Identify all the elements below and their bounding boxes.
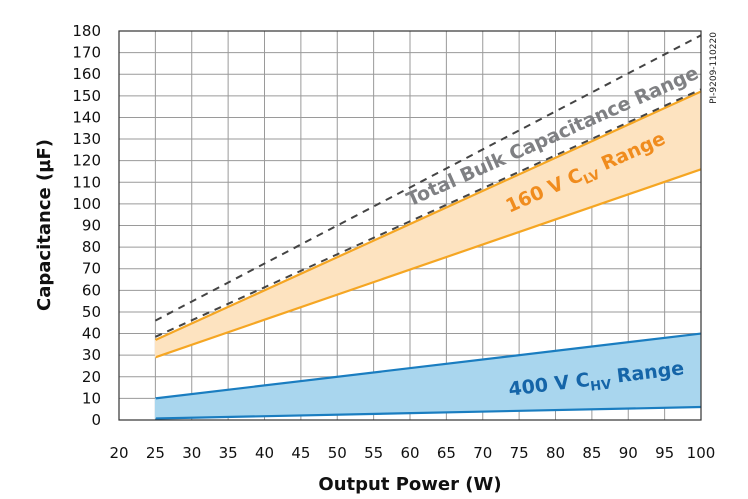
x-tick-label: 95 xyxy=(655,444,674,462)
bands xyxy=(154,90,702,420)
x-tick-label: 45 xyxy=(291,444,310,462)
y-tick-label: 180 xyxy=(72,22,101,40)
band-upper-line-lv xyxy=(154,90,702,342)
band-fill-hv xyxy=(155,333,701,419)
y-axis-title: Capacitance (µF) xyxy=(34,139,55,311)
x-tick-label: 80 xyxy=(546,444,565,462)
y-tick-label: 100 xyxy=(72,195,101,213)
y-tick-label: 50 xyxy=(82,303,101,321)
band-lower-line-lv xyxy=(155,168,702,359)
x-tick-label: 90 xyxy=(619,444,638,462)
dashed-lines xyxy=(154,34,702,338)
y-tick-label: 0 xyxy=(91,411,101,429)
plot-frame xyxy=(118,30,702,421)
x-tick-label: 75 xyxy=(510,444,529,462)
x-axis-title: Output Power (W) xyxy=(318,474,501,495)
y-tick-label: 40 xyxy=(82,325,101,343)
x-tick-label: 60 xyxy=(400,444,419,462)
band-fill-lv xyxy=(155,91,701,358)
y-tick-label: 60 xyxy=(82,281,101,299)
frame-border xyxy=(118,30,702,421)
side-id-label: PI-9209-110220 xyxy=(709,32,719,104)
x-tick-label: 65 xyxy=(437,444,456,462)
y-tick-label: 170 xyxy=(72,44,101,62)
y-tick-label: 70 xyxy=(82,260,101,278)
y-tick-label: 80 xyxy=(82,238,101,256)
x-tick-label: 20 xyxy=(109,444,128,462)
tick-labels: 20 25 30 35 40 45 50 55 60 65 70 75 80 85 90 95 100 0 10 20… xyxy=(72,22,715,462)
y-tick-label: 30 xyxy=(82,346,101,364)
y-tick-label: 110 xyxy=(72,173,101,191)
y-tick-label: 20 xyxy=(82,368,101,386)
y-tick-label: 160 xyxy=(72,65,101,83)
x-tick-label: 35 xyxy=(219,444,238,462)
y-tick-label: 140 xyxy=(72,108,101,126)
band-upper-line-hv xyxy=(155,332,702,400)
y-tick-label: 150 xyxy=(72,87,101,105)
y-tick-label: 90 xyxy=(82,217,101,235)
y-tick-label: 120 xyxy=(72,152,101,170)
y-tick-label: 130 xyxy=(72,130,101,148)
dashed-line-1 xyxy=(154,34,702,322)
x-tick-label: 40 xyxy=(255,444,274,462)
x-tick-label: 70 xyxy=(473,444,492,462)
y-tick-label: 10 xyxy=(82,389,101,407)
dashed-line-2 xyxy=(154,88,702,338)
x-tick-label: 50 xyxy=(328,444,347,462)
x-tick-label: 55 xyxy=(364,444,383,462)
x-tick-label: 100 xyxy=(687,444,716,462)
band-lower-line-hv xyxy=(155,405,702,420)
x-tick-label: 85 xyxy=(582,444,601,462)
x-tick-label: 30 xyxy=(182,444,201,462)
x-tick-label: 25 xyxy=(146,444,165,462)
